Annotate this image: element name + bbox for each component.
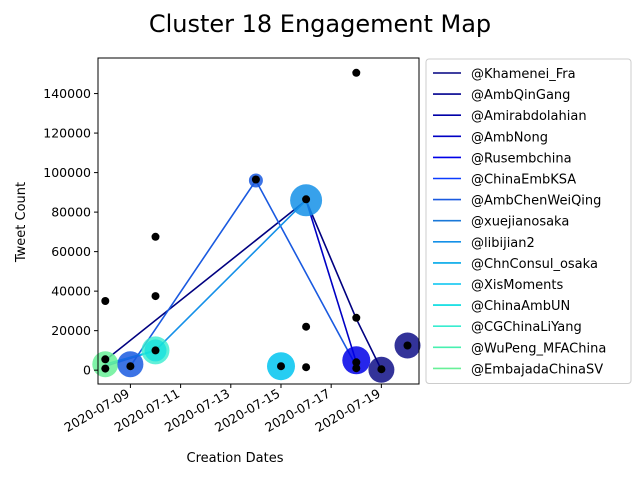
x-axis-label: Creation Dates <box>187 451 284 466</box>
legend-entry: @xuejianosaka <box>471 215 569 230</box>
series-line <box>104 199 383 371</box>
legend-entry: @Rusembchina <box>471 151 572 166</box>
legend-entry: @AmbChenWeiQing <box>471 194 601 209</box>
data-point <box>302 195 311 204</box>
y-axis-label: Tweet Count <box>14 182 29 263</box>
data-point <box>302 363 311 372</box>
legend-entry: @Amirabdolahian <box>471 109 587 124</box>
data-point <box>151 346 160 355</box>
legend-entry: @EmbajadaChinaSV <box>471 362 603 377</box>
data-point <box>277 362 285 371</box>
data-point <box>377 365 386 374</box>
legend: @Khamenei_Fra @AmbQinGang @Amirabdolahian @… <box>425 58 632 384</box>
data-point <box>251 175 260 184</box>
y-tick-label: 60000 <box>51 244 91 259</box>
y-tick-label: 100000 <box>43 165 91 180</box>
data-point <box>101 355 110 364</box>
series-line <box>129 178 358 367</box>
series-line <box>305 200 358 363</box>
plot-area <box>92 68 421 383</box>
data-point <box>151 292 160 301</box>
y-tick-label: 80000 <box>51 205 91 220</box>
axes: 0200004000060000800001000001200001400002… <box>43 57 420 435</box>
data-point <box>352 358 361 367</box>
legend-entry: @XisMoments <box>471 278 563 293</box>
legend-entry: @AmbNong <box>471 130 548 145</box>
legend-entry: @Khamenei_Fra <box>471 67 576 82</box>
engagement-bubble <box>92 351 119 378</box>
legend-entry: @ChnConsul_osaka <box>471 257 598 272</box>
y-tick-label: 20000 <box>51 323 91 338</box>
data-point <box>352 68 361 77</box>
legend-entry: @CGChinaLiYang <box>471 320 582 335</box>
legend-entry: @libijian2 <box>471 236 535 251</box>
chart-title: Cluster 18 Engagement Map <box>149 10 491 38</box>
legend-box <box>425 58 632 384</box>
legend-entry: @ChinaEmbKSA <box>471 173 576 188</box>
y-tick-label: 0 <box>83 363 91 378</box>
axes-frame <box>97 57 420 385</box>
y-tick-label: 120000 <box>43 126 91 141</box>
data-point <box>302 322 311 331</box>
data-point <box>101 297 110 305</box>
data-point <box>352 364 361 373</box>
y-tick-label: 40000 <box>51 284 91 299</box>
legend-entry: @AmbQinGang <box>471 88 570 103</box>
data-point <box>352 313 361 322</box>
y-tick-label: 140000 <box>43 86 91 101</box>
data-point <box>151 232 160 241</box>
data-point <box>126 362 135 371</box>
data-point <box>101 364 110 373</box>
legend-entry: @ChinaAmbUN <box>471 299 570 314</box>
data-point <box>403 341 412 350</box>
legend-entry: @WuPeng_MFAChina <box>471 341 606 356</box>
